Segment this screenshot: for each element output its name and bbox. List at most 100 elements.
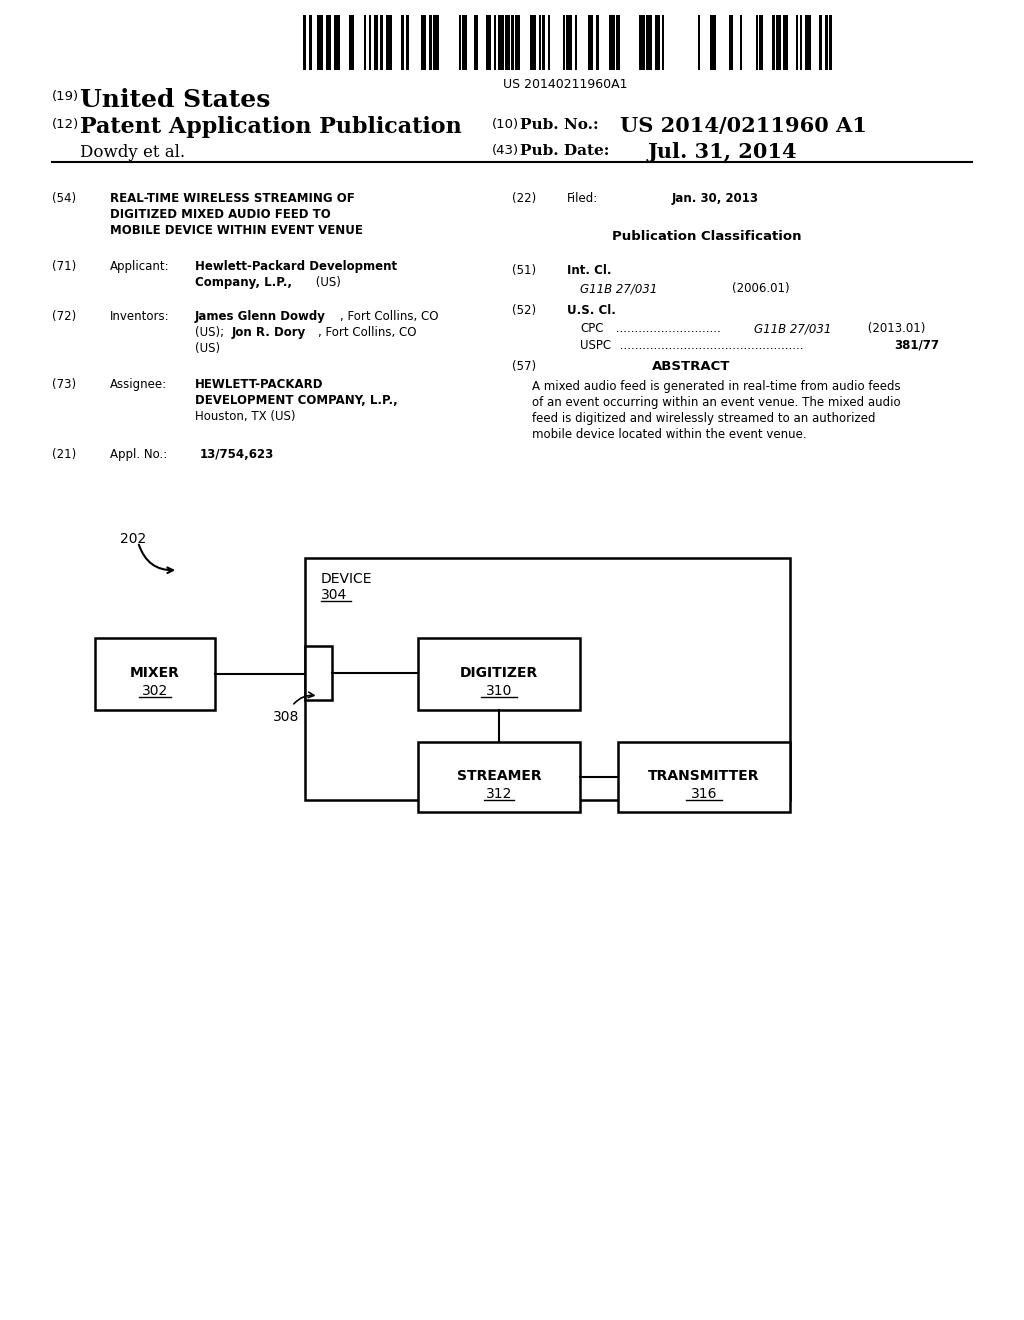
Bar (305, 558, 790, 800)
Bar (566, 15, 572, 70)
Text: (54): (54) (52, 191, 76, 205)
Text: Assignee:: Assignee: (110, 378, 167, 391)
Bar (646, 15, 652, 70)
Bar (334, 15, 340, 70)
Text: (51): (51) (512, 264, 537, 277)
Text: Int. Cl.: Int. Cl. (567, 264, 611, 277)
Bar (655, 15, 660, 70)
Bar (662, 15, 664, 70)
Text: Publication Classification: Publication Classification (612, 230, 802, 243)
Text: ABSTRACT: ABSTRACT (652, 360, 730, 374)
Bar (433, 15, 439, 70)
Bar (563, 15, 565, 70)
Text: DEVELOPMENT COMPANY, L.P.,: DEVELOPMENT COMPANY, L.P., (195, 393, 397, 407)
Bar (616, 15, 620, 70)
Text: Houston, TX (US): Houston, TX (US) (195, 411, 296, 422)
Bar (421, 15, 426, 70)
Bar (776, 15, 781, 70)
Text: Inventors:: Inventors: (110, 310, 170, 323)
Bar (819, 15, 822, 70)
Text: 308: 308 (273, 710, 299, 723)
Text: , Fort Collins, CO: , Fort Collins, CO (340, 310, 438, 323)
Text: Jan. 30, 2013: Jan. 30, 2013 (672, 191, 759, 205)
Text: (22): (22) (512, 191, 537, 205)
Text: 310: 310 (485, 684, 512, 698)
Text: HEWLETT-PACKARD: HEWLETT-PACKARD (195, 378, 324, 391)
Text: Applicant:: Applicant: (110, 260, 170, 273)
Bar (401, 15, 404, 70)
Bar (829, 15, 831, 70)
Text: STREAMER: STREAMER (457, 770, 542, 783)
Text: (10): (10) (492, 117, 519, 131)
Text: US 2014/0211960 A1: US 2014/0211960 A1 (620, 116, 867, 136)
Text: (43): (43) (492, 144, 519, 157)
Text: (12): (12) (52, 117, 79, 131)
Text: United States: United States (80, 88, 270, 112)
Bar (418, 638, 580, 710)
Text: (US): (US) (312, 276, 341, 289)
Text: 381/77: 381/77 (894, 339, 939, 352)
Text: Pub. Date:: Pub. Date: (520, 144, 609, 158)
Bar (710, 15, 716, 70)
Text: James Glenn Dowdy: James Glenn Dowdy (195, 310, 326, 323)
Text: MOBILE DEVICE WITHIN EVENT VENUE: MOBILE DEVICE WITHIN EVENT VENUE (110, 224, 362, 238)
Text: (57): (57) (512, 360, 537, 374)
Text: CPC: CPC (580, 322, 603, 335)
Text: DIGITIZED MIXED AUDIO FEED TO: DIGITIZED MIXED AUDIO FEED TO (110, 209, 331, 220)
Text: Hewlett-Packard Development: Hewlett-Packard Development (195, 260, 397, 273)
Text: G11B 27/031: G11B 27/031 (580, 282, 657, 294)
Bar (783, 15, 788, 70)
Text: ............................: ............................ (612, 322, 721, 335)
Text: .................................................: ........................................… (616, 339, 804, 352)
Text: Filed:: Filed: (567, 191, 598, 205)
Bar (805, 15, 811, 70)
Bar (303, 15, 306, 70)
Bar (588, 15, 593, 70)
Bar (406, 15, 409, 70)
Bar (326, 15, 331, 70)
Bar (542, 15, 545, 70)
Bar (796, 15, 798, 70)
Text: 13/754,623: 13/754,623 (200, 447, 274, 461)
Bar (759, 15, 763, 70)
Bar (498, 15, 504, 70)
Text: Company, L.P.,: Company, L.P., (195, 276, 292, 289)
Bar (494, 15, 496, 70)
Bar (317, 15, 323, 70)
Bar (380, 15, 383, 70)
Text: (21): (21) (52, 447, 76, 461)
Bar (800, 15, 802, 70)
Bar (756, 15, 758, 70)
Text: (71): (71) (52, 260, 76, 273)
Bar (729, 15, 733, 70)
Bar (462, 15, 467, 70)
Text: Jul. 31, 2014: Jul. 31, 2014 (648, 143, 798, 162)
Text: A mixed audio feed is generated in real-time from audio feeds: A mixed audio feed is generated in real-… (532, 380, 901, 393)
Bar (505, 15, 510, 70)
Text: (19): (19) (52, 90, 79, 103)
Bar (539, 15, 541, 70)
Bar (474, 15, 478, 70)
Bar (772, 15, 775, 70)
Bar (305, 645, 332, 700)
Text: US 20140211960A1: US 20140211960A1 (503, 78, 628, 91)
Text: (US);: (US); (195, 326, 228, 339)
Text: Dowdy et al.: Dowdy et al. (80, 144, 185, 161)
Text: (73): (73) (52, 378, 76, 391)
Text: 312: 312 (485, 787, 512, 801)
Bar (486, 15, 490, 70)
Text: , Fort Collins, CO: , Fort Collins, CO (318, 326, 417, 339)
Text: 304: 304 (321, 587, 347, 602)
Bar (530, 15, 536, 70)
Bar (95, 638, 215, 710)
Text: REAL-TIME WIRELESS STREAMING OF: REAL-TIME WIRELESS STREAMING OF (110, 191, 354, 205)
Bar (639, 15, 645, 70)
Text: feed is digitized and wirelessly streamed to an authorized: feed is digitized and wirelessly streame… (532, 412, 876, 425)
Text: G11B 27/031: G11B 27/031 (754, 322, 831, 335)
Text: 316: 316 (691, 787, 717, 801)
Text: (52): (52) (512, 304, 537, 317)
Bar (459, 15, 461, 70)
Text: MIXER: MIXER (130, 667, 180, 680)
Text: (US): (US) (195, 342, 220, 355)
Bar (596, 15, 599, 70)
